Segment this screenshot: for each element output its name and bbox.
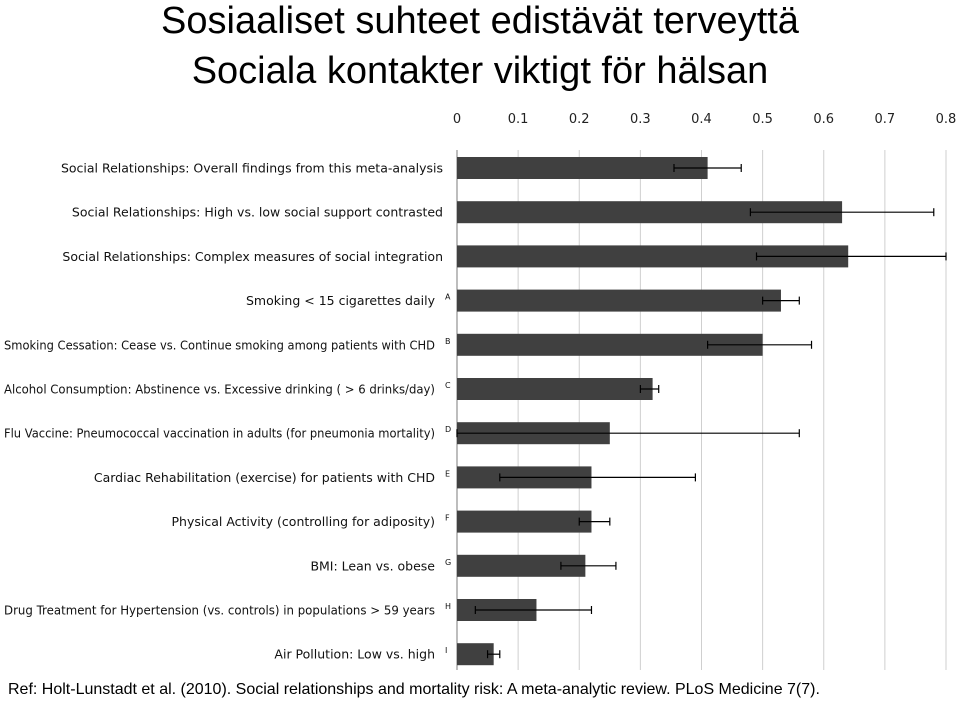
category-label: Social Relationships: Overall findings f… [61,161,443,176]
category-label: Cardiac Rehabilitation (exercise) for pa… [94,470,435,485]
x-tick-label: 0 [453,112,461,127]
bar [457,201,843,224]
bar-chart: 0 0.1 0.2 0.3 0.4 0.5 0.6 0.7 0.8 Social Relation… [4,112,957,670]
bar [457,289,781,312]
x-tick-label: 0.8 [936,112,957,127]
category-superscript: I [445,646,447,655]
x-tick-label: 0.5 [752,112,773,127]
x-tick-label: 0.7 [875,112,896,127]
category-superscript: A [445,293,451,302]
category-superscript: G [445,558,451,567]
bar [457,157,708,179]
bar [457,333,763,356]
x-tick-label: 0.4 [691,112,712,127]
category-label: Smoking Cessation: Cease vs. Continue sm… [4,337,435,352]
category-superscript: F [445,514,450,523]
x-tick-label: 0.3 [630,112,651,127]
bar [457,245,849,268]
category-superscript: H [445,602,451,611]
category-label: Flu Vaccine: Pneumococcal vaccination in… [4,426,435,441]
x-tick-label: 0.6 [813,112,834,127]
category-superscript: D [445,425,451,434]
category-label: BMI: Lean vs. obese [310,558,435,573]
title-line-2: Sociala kontakter viktigt för hälsan [191,50,769,92]
x-tick-label: 0.1 [508,112,529,127]
category-label: Drug Treatment for Hypertension (vs. con… [4,603,435,618]
category-label: Smoking < 15 cigarettes daily [246,293,436,308]
x-tick-label: 0.2 [569,112,590,127]
category-label: Social Relationships: High vs. low socia… [72,205,443,220]
category-superscript: E [445,469,450,478]
category-label: Social Relationships: Complex measures o… [62,249,443,264]
bar [457,378,653,400]
category-superscript: B [445,337,451,346]
bar [457,643,494,666]
category-label: Physical Activity (controlling for adipo… [172,514,436,529]
category-superscript: C [445,381,451,390]
bar [457,510,592,533]
category-label: Alcohol Consumption: Abstinence vs. Exce… [4,382,435,397]
category-label: Air Pollution: Low vs. high [274,647,435,662]
reference-text: Ref: Holt-Lunstadt et al. (2010). Social… [8,681,820,698]
title-line-1: Sosiaaliset suhteet edistävät terveyttä [161,0,799,42]
bar [457,554,586,577]
